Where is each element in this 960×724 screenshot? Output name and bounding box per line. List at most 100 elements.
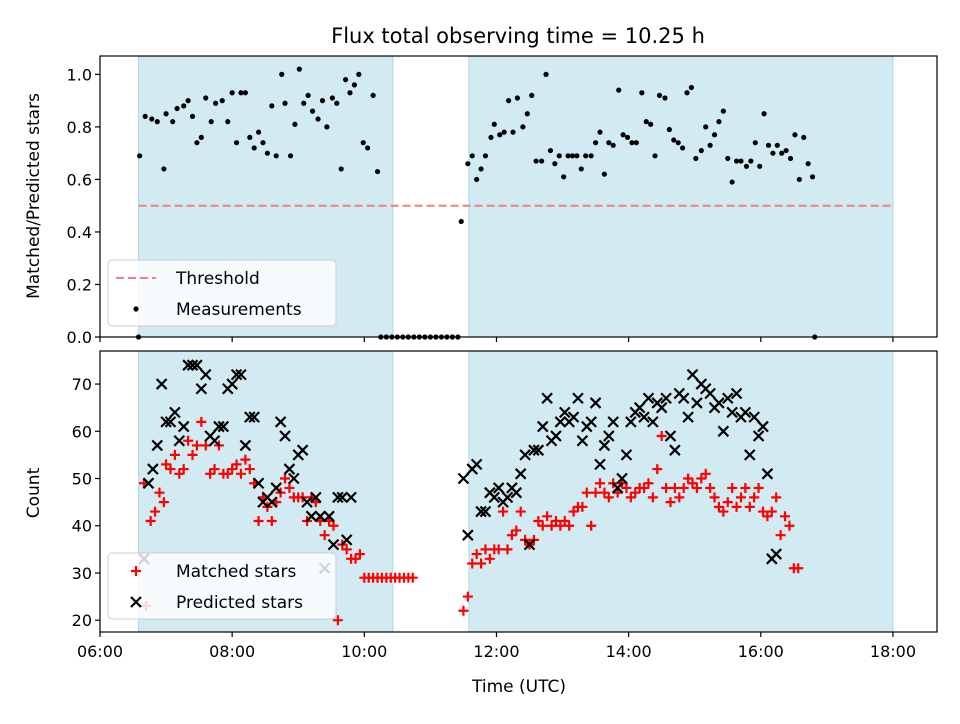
predicted-star-point: [186, 359, 199, 371]
predicted-star-point: [252, 477, 265, 490]
predicted-star-point: [647, 416, 659, 428]
predicted-star-point: [567, 411, 580, 423]
measurement-point: [247, 134, 253, 141]
matched-star-point: [590, 487, 601, 498]
measurement-point: [491, 121, 497, 127]
matched-star-point: [537, 520, 548, 531]
measurement-point: [703, 124, 709, 130]
matched-star-point: [661, 482, 672, 493]
measurement-point: [805, 161, 811, 167]
matched-star-point: [178, 464, 189, 475]
predicted-star-point: [748, 411, 760, 423]
x-tick-label: 18:00: [870, 642, 916, 661]
measurement-point: [588, 153, 594, 159]
predicted-star-point: [730, 387, 743, 400]
matched-star-point: [280, 473, 291, 484]
predicted-star-point: [532, 444, 545, 456]
x-tick-label: 08:00: [209, 642, 255, 661]
x-tick-label: 14:00: [606, 642, 652, 661]
measurement-point: [574, 153, 580, 159]
predicted-star-point: [226, 378, 238, 390]
predicted-star-point: [514, 468, 527, 480]
matched-star-point: [165, 464, 176, 475]
y-tick-label: 60: [72, 422, 92, 441]
predicted-star-point: [717, 425, 730, 438]
measurement-point: [334, 100, 340, 106]
x-axis-label: Time (UTC): [471, 677, 566, 697]
predicted-star-point: [492, 482, 505, 494]
predicted-star-point: [589, 397, 602, 409]
predicted-star-point: [686, 368, 699, 381]
measurement-point: [514, 95, 520, 101]
matched-star-point: [771, 492, 782, 503]
predicted-star-point: [713, 397, 725, 409]
predicted-star-point: [199, 368, 212, 381]
measurement-point: [752, 140, 758, 146]
y-tick-label: 30: [72, 564, 92, 583]
measurement-point: [671, 137, 677, 143]
matched-star-point: [577, 501, 588, 512]
measurement-point: [287, 153, 294, 159]
measurement-point: [601, 171, 608, 177]
predicted-star-point: [235, 368, 247, 381]
matched-star-point: [678, 482, 689, 493]
y-tick-label: 20: [72, 611, 92, 630]
legend-label: Measurements: [176, 300, 302, 320]
predicted-star-point: [270, 482, 282, 494]
predicted-star-point: [155, 378, 168, 390]
predicted-star-point: [677, 392, 690, 405]
chart-title: Flux total observing time = 10.25 h: [331, 24, 705, 48]
measurement-point: [225, 119, 231, 125]
matched-star-point: [319, 530, 330, 541]
measurement-point: [301, 100, 307, 106]
measurement-point: [729, 179, 735, 185]
bottom-y-axis-label: Count: [24, 467, 44, 518]
matched-star-point: [705, 482, 716, 493]
measurement-point: [329, 95, 335, 101]
measurement-point: [305, 92, 311, 98]
measurement-point: [185, 98, 191, 104]
matched-star-point: [603, 492, 614, 503]
predicted-star-point: [523, 538, 536, 551]
predicted-star-point: [279, 430, 291, 442]
matched-star-point: [511, 525, 522, 536]
measurement-point: [556, 153, 562, 159]
matched-star-point: [498, 506, 509, 517]
measurement-point: [251, 145, 257, 151]
matched-star-point: [586, 520, 597, 531]
predicted-star-point: [757, 420, 769, 433]
predicted-star-point: [147, 463, 159, 475]
predicted-star-point: [323, 510, 335, 523]
measurement-point: [154, 119, 160, 125]
measurement-point: [675, 140, 681, 146]
predicted-star-point: [296, 444, 309, 456]
measurement-point: [624, 134, 631, 141]
matched-star-point: [467, 558, 478, 569]
predicted-star-point: [655, 401, 668, 414]
measurement-point: [796, 176, 802, 183]
top-panel: 0.0 0.2 0.4 0.6 0.8 1.0 Threshold Measurements: [67, 55, 938, 347]
measurement-point: [693, 155, 699, 162]
measurement-point: [360, 140, 366, 146]
matched-star-point: [407, 572, 418, 583]
measurement-point: [765, 142, 772, 148]
measurement-point: [578, 166, 584, 172]
predicted-star-point: [488, 491, 501, 504]
predicted-star-point: [598, 439, 611, 452]
predicted-star-point: [704, 387, 716, 400]
measurement-point: [356, 71, 362, 77]
predicted-star-point: [770, 548, 782, 560]
measurement-point: [163, 111, 169, 117]
measurement-point: [787, 155, 794, 162]
predicted-star-point: [585, 416, 597, 428]
measurement-point: [748, 158, 754, 164]
matched-star-point: [231, 459, 242, 470]
measurement-point: [716, 119, 722, 125]
predicted-star-point: [726, 406, 738, 419]
matched-star-point: [354, 549, 365, 560]
y-tick-label: 1.0: [67, 65, 92, 84]
predicted-star-point: [611, 482, 624, 494]
predicted-star-point: [761, 468, 774, 480]
measurement-point: [149, 116, 155, 122]
